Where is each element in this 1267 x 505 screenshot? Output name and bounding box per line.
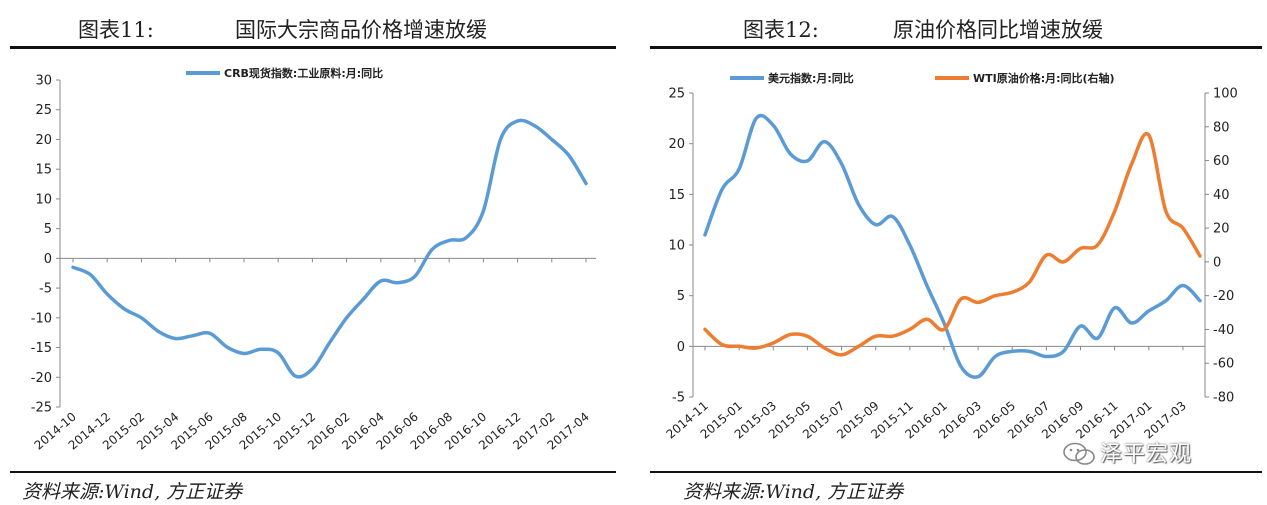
y-right-tick-label-0: 100	[1213, 87, 1238, 102]
title-rule	[10, 46, 616, 49]
y-tick-label-1: 25	[35, 103, 52, 118]
chart-right: 2520151050-5100806040200-20-40-60-802014…	[664, 71, 1238, 442]
y-left-tick-label-4: 5	[677, 289, 685, 304]
figure-caption: 国际大宗商品价格增速放缓	[235, 18, 487, 42]
series-line-1	[703, 131, 1202, 357]
source-note: 资料来源:Wind, 方正证券	[22, 481, 243, 503]
y-tick-label-2: 20	[35, 133, 52, 148]
y-tick-label-3: 15	[35, 163, 52, 178]
y-right-tick-label-9: -80	[1213, 391, 1234, 406]
figure-title: 图表11: 国际大宗商品价格增速放缓	[0, 12, 620, 44]
y-right-tick-label-6: -20	[1213, 289, 1234, 304]
y-right-tick-label-4: 20	[1213, 222, 1230, 237]
y-right-tick-label-2: 60	[1213, 154, 1230, 169]
y-right-tick-label-7: -40	[1213, 323, 1234, 338]
watermark: 泽平宏观	[1100, 442, 1193, 467]
y-right-tick-label-1: 80	[1213, 120, 1230, 135]
y-tick-label-6: 0	[44, 252, 52, 267]
series-line-0	[703, 113, 1202, 379]
figure-caption: 原油价格同比增速放缓	[893, 18, 1103, 42]
y-tick-label-11: -25	[31, 401, 52, 416]
figure-title: 图表12: 原油价格同比增速放缓	[645, 12, 1267, 44]
y-tick-label-4: 10	[35, 192, 52, 207]
y-right-tick-label-5: 0	[1213, 255, 1221, 270]
title-rule	[650, 46, 1262, 49]
y-right-tick-label-3: 40	[1213, 188, 1230, 203]
figure-number: 图表12:	[743, 18, 819, 42]
y-tick-label-7: -5	[39, 282, 52, 297]
y-right-tick-label-8: -60	[1213, 357, 1234, 372]
source-note: 资料来源:Wind, 方正证券	[683, 481, 904, 503]
wechat-icon	[1063, 442, 1095, 465]
panel-right: 图表12: 原油价格同比增速放缓 25 20 15 10 5 0 -5 100 80 60 40 20…	[645, 0, 1267, 505]
y-left-tick-label-0: 25	[668, 87, 685, 102]
source-rule	[650, 471, 1262, 473]
legend-label-0: 美元指数:月:同比	[768, 71, 854, 85]
y-left-tick-label-1: 20	[668, 137, 685, 152]
y-tick-label-5: 5	[44, 222, 52, 237]
panel-left: 图表11: 国际大宗商品价格增速放缓 30 25 20 15 10 5 0 -5 -10 -15 -…	[0, 0, 620, 505]
chart-left: 302520151050-5-10-15-20-252014-102014-12…	[31, 66, 596, 453]
series-line-0	[71, 118, 588, 379]
legend-label-0: CRB现货指数:工业原料:月:同比	[224, 66, 383, 80]
y-left-tick-label-3: 10	[668, 239, 685, 254]
y-tick-label-8: -10	[31, 311, 52, 326]
legend-label-1: WTI原油价格:月:同比(右轴)	[973, 71, 1115, 85]
y-left-tick-label-6: -5	[672, 391, 685, 406]
y-tick-label-10: -20	[31, 371, 52, 386]
y-left-tick-label-5: 0	[677, 340, 685, 355]
source-rule	[10, 471, 616, 473]
y-tick-label-9: -15	[31, 341, 52, 356]
y-tick-label-0: 30	[35, 74, 52, 89]
figure-number: 图表11:	[78, 18, 154, 42]
y-left-tick-label-2: 15	[668, 188, 685, 203]
